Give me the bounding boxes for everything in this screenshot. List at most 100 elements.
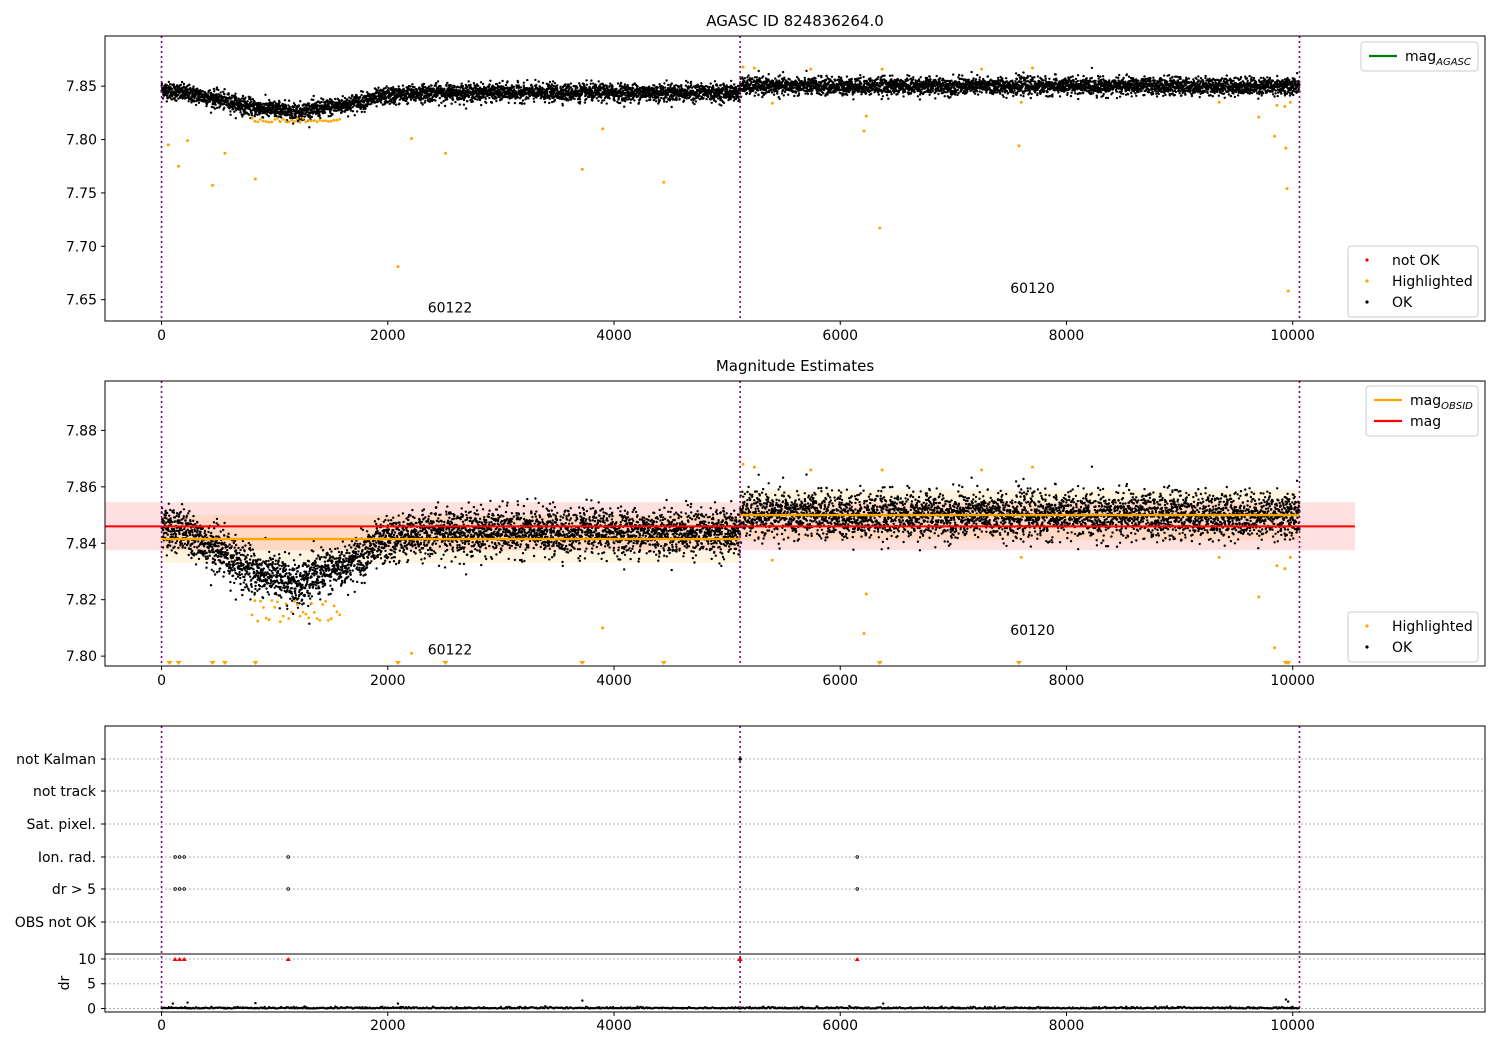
ok-point (488, 83, 491, 86)
ok-point (235, 99, 239, 102)
ok-point (590, 89, 594, 93)
ok-point (445, 84, 448, 88)
ok-point (665, 96, 668, 99)
ok-point (656, 86, 659, 89)
ok-point (569, 82, 572, 85)
ok-point (243, 98, 246, 102)
ok-point (756, 89, 760, 92)
ok-point (290, 112, 293, 116)
ok-point (469, 83, 472, 87)
ok-point (214, 103, 217, 106)
ok-point (196, 87, 199, 91)
ok-point (825, 74, 828, 78)
ok-point (590, 79, 593, 82)
ok-point (226, 96, 230, 100)
ok-point (720, 104, 723, 107)
ok-point (241, 115, 244, 118)
ok-point (495, 96, 498, 100)
ok-point (192, 85, 195, 88)
ok-point (506, 80, 509, 83)
ok-point (782, 94, 785, 97)
ok-point (227, 93, 230, 96)
ok-point (862, 75, 865, 79)
ok-point (283, 99, 287, 102)
ok-point (462, 103, 466, 106)
ok-point (495, 82, 499, 86)
ok-point (226, 99, 230, 102)
ok-point (179, 83, 182, 87)
ok-point (449, 84, 452, 87)
ok-point (667, 83, 670, 87)
ok-point (830, 75, 834, 79)
ok-point (772, 93, 776, 96)
ok-point (222, 102, 226, 106)
ok-point (479, 81, 483, 84)
ok-point (794, 91, 798, 94)
ok-point (532, 100, 536, 103)
ok-point (177, 97, 180, 100)
ok-point (194, 103, 198, 107)
ok-point (619, 101, 622, 105)
ok-point (291, 122, 295, 125)
ok-point (516, 96, 520, 99)
ok-point (253, 100, 256, 103)
ok-point (307, 102, 311, 105)
ok-point (663, 100, 666, 103)
ok-point (182, 85, 185, 88)
ok-point (411, 83, 414, 86)
ok-point (233, 110, 236, 114)
ok-point (249, 96, 252, 99)
ok-point (636, 85, 639, 88)
ok-point (326, 99, 329, 103)
ok-point (589, 82, 592, 86)
ok-point (213, 90, 216, 93)
ok-point (234, 117, 237, 120)
ok-point (665, 79, 668, 82)
ok-point (222, 90, 225, 94)
ok-point (753, 94, 756, 98)
ok-point (657, 96, 660, 99)
ok-point (429, 93, 433, 97)
agasc-points (160, 65, 1301, 293)
ok-point (745, 91, 749, 95)
ok-point (820, 93, 823, 97)
ok-point (543, 101, 547, 104)
ok-point (308, 114, 312, 118)
ok-point (348, 96, 351, 99)
ok-point (714, 100, 717, 103)
ok-point (609, 82, 612, 85)
ok-point (767, 78, 770, 81)
ok-point (820, 76, 823, 79)
ok-point (484, 97, 487, 100)
ok-point (860, 82, 863, 85)
ok-point (541, 81, 545, 85)
ok-point (347, 108, 350, 111)
ok-point (787, 93, 790, 96)
ok-point (535, 83, 538, 87)
ok-point (690, 84, 693, 87)
ok-point (623, 83, 627, 86)
ok-point (700, 82, 703, 85)
ok-point (501, 79, 504, 83)
ok-point (434, 99, 437, 102)
panel-agasc-plot: 0 2000 4000 6000 8000 100007.657.707.757.807.… (66, 35, 1486, 344)
ok-point (322, 98, 325, 101)
ok-point (669, 98, 672, 101)
ok-point (583, 101, 587, 104)
ok-point (521, 99, 525, 102)
ok-point (485, 101, 488, 105)
ok-point (230, 96, 233, 100)
ok-point (169, 83, 172, 86)
ok-point (585, 79, 588, 82)
ok-point (340, 99, 343, 102)
ok-point (229, 110, 232, 113)
ok-point (480, 103, 483, 107)
ok-point (398, 102, 401, 105)
ok-point (602, 99, 606, 102)
ok-point (608, 85, 611, 88)
ok-point (713, 80, 717, 83)
ok-point (852, 98, 855, 101)
ok-point (213, 107, 217, 110)
ok-point (466, 100, 469, 103)
ok-point (188, 83, 191, 86)
